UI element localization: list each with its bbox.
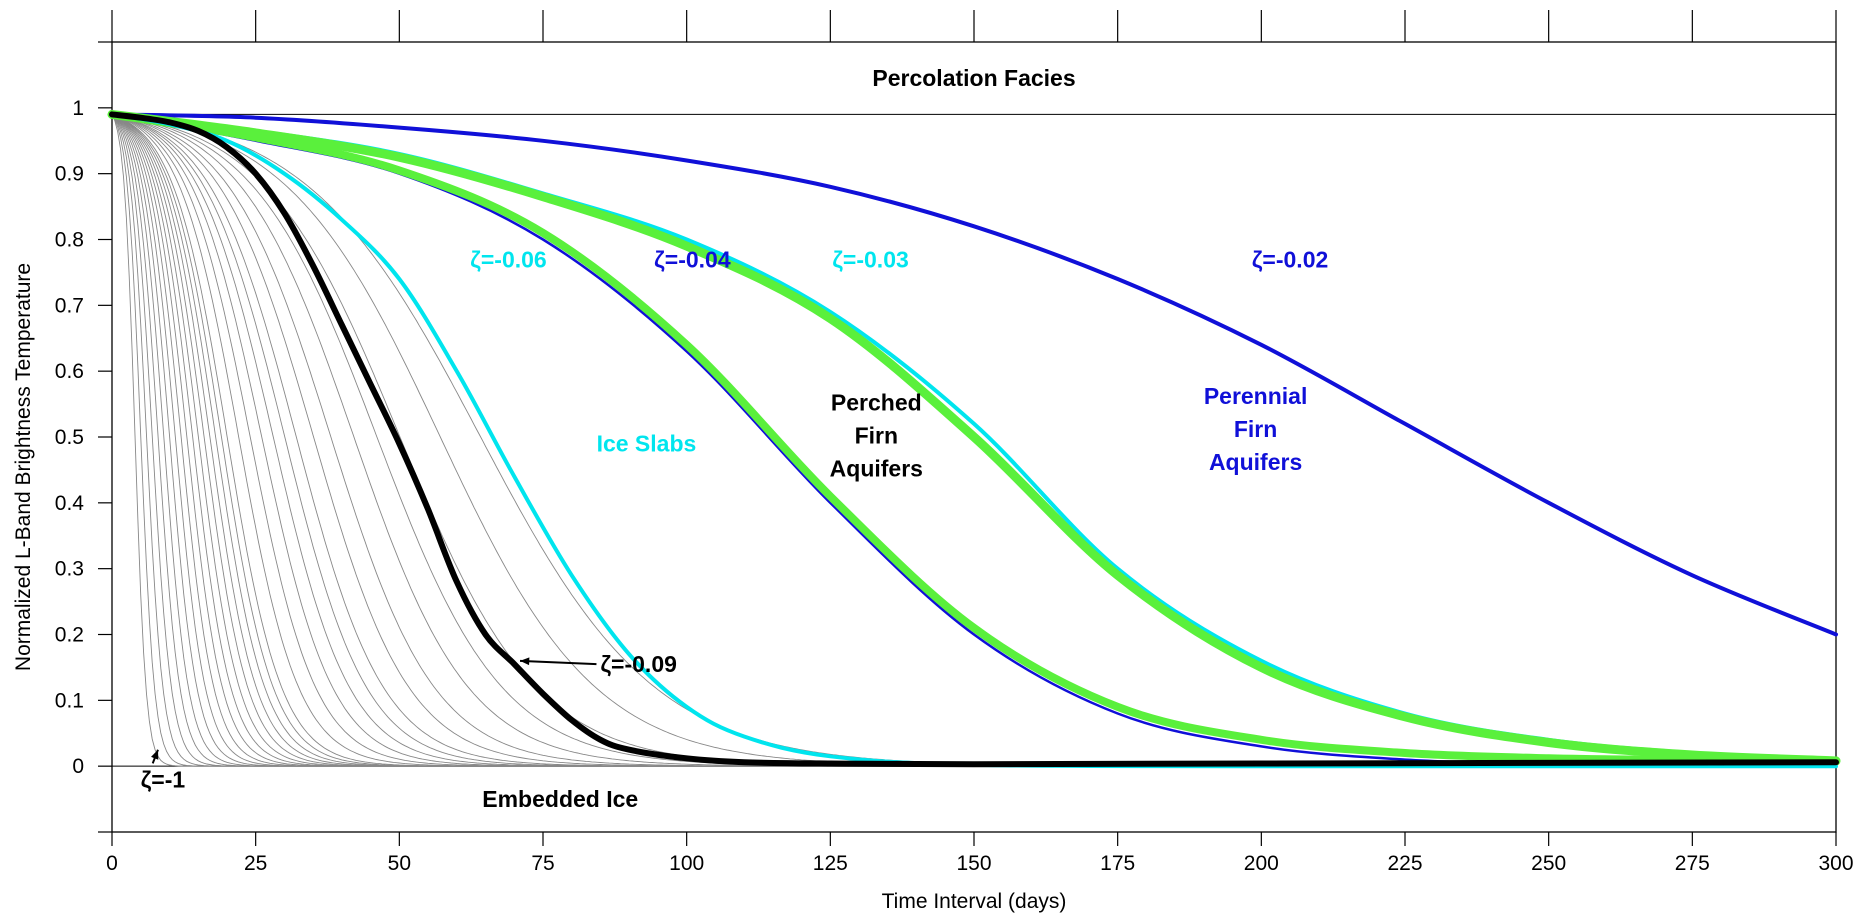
x-axis-label: Time Interval (days) bbox=[882, 890, 1067, 913]
y-tick-label: 0.3 bbox=[55, 558, 84, 581]
y-tick-label: 0.6 bbox=[55, 360, 84, 383]
y-tick-label: 0.1 bbox=[55, 689, 84, 712]
y-tick-label: 0.7 bbox=[55, 294, 84, 317]
annotation-label: ζ=-0.09 bbox=[600, 651, 676, 677]
x-tick-label: 225 bbox=[1387, 852, 1422, 875]
x-tick-label: 50 bbox=[388, 852, 411, 875]
x-tick-label: 250 bbox=[1531, 852, 1566, 875]
annotation-label: ζ=-0.02 bbox=[1252, 246, 1328, 272]
annotation-line: Firn bbox=[1234, 416, 1277, 442]
x-tick-label: 175 bbox=[1100, 852, 1135, 875]
x-tick-label: 150 bbox=[956, 852, 991, 875]
annotation-arrowhead bbox=[520, 657, 530, 666]
series-line-6 bbox=[109, 111, 1839, 768]
annotation-arrow bbox=[519, 659, 597, 666]
annotation-label: ζ=-1 bbox=[141, 766, 186, 792]
x-tick-label: 0 bbox=[106, 852, 118, 875]
y-tick-label: 0.2 bbox=[55, 624, 84, 647]
annotation-line: Perennial bbox=[1204, 383, 1308, 409]
series-line-2 bbox=[107, 109, 1841, 766]
x-tick-label: 275 bbox=[1675, 852, 1710, 875]
x-tick-label: 25 bbox=[244, 852, 267, 875]
y-tick-label: 0.8 bbox=[55, 229, 84, 252]
annotations: Percolation Facies Embedded Ice ζ=-0.06 ζ=-… bbox=[141, 65, 1329, 812]
series-lines bbox=[107, 109, 1841, 769]
annotation-label: ζ=-0.03 bbox=[832, 246, 908, 272]
annotation-arrowhead bbox=[151, 749, 159, 760]
annotation-label: Ice Slabs bbox=[597, 431, 697, 457]
y-tick-label: 0.9 bbox=[55, 163, 84, 186]
annotation-line: Aquifers bbox=[830, 456, 923, 482]
series-line-4 bbox=[108, 110, 1840, 766]
y-tick-label: 0.5 bbox=[55, 426, 84, 449]
x-tick-label: 200 bbox=[1244, 852, 1279, 875]
y-tick-label: 0.4 bbox=[55, 492, 85, 515]
annotation-label: Perched Firn Aquifers bbox=[830, 390, 923, 482]
y-axis-label: Normalized L-Band Brightness Temperature bbox=[12, 263, 35, 671]
annotation-line: Firn bbox=[855, 423, 898, 449]
annotation-line: Aquifers bbox=[1209, 449, 1302, 475]
x-tick-label: 125 bbox=[813, 852, 848, 875]
x-tick-label: 100 bbox=[669, 852, 704, 875]
axis-ticks: 0 25 50 75 100 125 150 175 200 225 250 275 300 0 0.1 0.… bbox=[55, 10, 1854, 875]
annotation-label: Embedded Ice bbox=[482, 786, 638, 812]
y-tick-label: 0 bbox=[72, 755, 84, 778]
annotation-line: Perched bbox=[831, 390, 922, 416]
series-line-0 bbox=[110, 112, 1838, 637]
y-tick-label: 1 bbox=[72, 97, 84, 120]
annotation-label: Percolation Facies bbox=[872, 65, 1075, 91]
annotation-label: Perennial Firn Aquifers bbox=[1204, 383, 1308, 475]
annotation-label: ζ=-0.06 bbox=[470, 246, 546, 272]
annotation-label: ζ=-0.04 bbox=[654, 246, 731, 272]
x-tick-label: 75 bbox=[531, 852, 554, 875]
x-tick-label: 300 bbox=[1818, 852, 1853, 875]
